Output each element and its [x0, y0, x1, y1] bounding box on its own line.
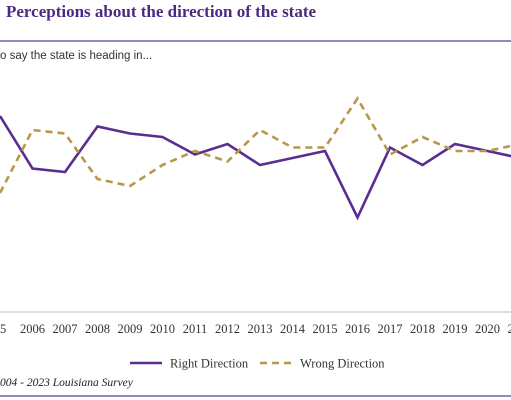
series-line-1	[0, 96, 511, 194]
source-note: 004 - 2023 Louisiana Survey	[0, 377, 133, 389]
x-tick-label: 2018	[410, 322, 435, 336]
x-tick-label: 2008	[85, 322, 110, 336]
x-tick-label: 2011	[183, 322, 208, 336]
x-tick-label: 5	[0, 322, 6, 336]
chart-title: Perceptions about the direction of the s…	[6, 2, 317, 21]
x-tick-label: 2017	[378, 322, 403, 336]
legend-label-1: Wrong Direction	[300, 357, 385, 371]
x-tick-label: 2007	[53, 322, 78, 336]
x-tick-label: 2015	[313, 322, 338, 336]
x-tick-label: 2006	[20, 322, 45, 336]
x-tick-label: 2019	[443, 322, 468, 336]
x-tick-label: 2012	[215, 322, 240, 336]
title-divider	[0, 40, 511, 42]
footer-divider	[0, 395, 511, 397]
x-tick-label: 2010	[150, 322, 175, 336]
series-line-0	[0, 115, 511, 221]
x-tick-label: 2013	[248, 322, 273, 336]
x-tick-label: 2020	[475, 322, 500, 336]
x-tick-label: 2021	[508, 322, 511, 336]
chart-subtitle: o say the state is heading in...	[0, 50, 153, 62]
x-tick-label: 2016	[345, 322, 370, 336]
x-tick-label: 2014	[280, 322, 306, 336]
legend-label-0: Right Direction	[170, 357, 249, 371]
x-tick-label: 2009	[118, 322, 143, 336]
